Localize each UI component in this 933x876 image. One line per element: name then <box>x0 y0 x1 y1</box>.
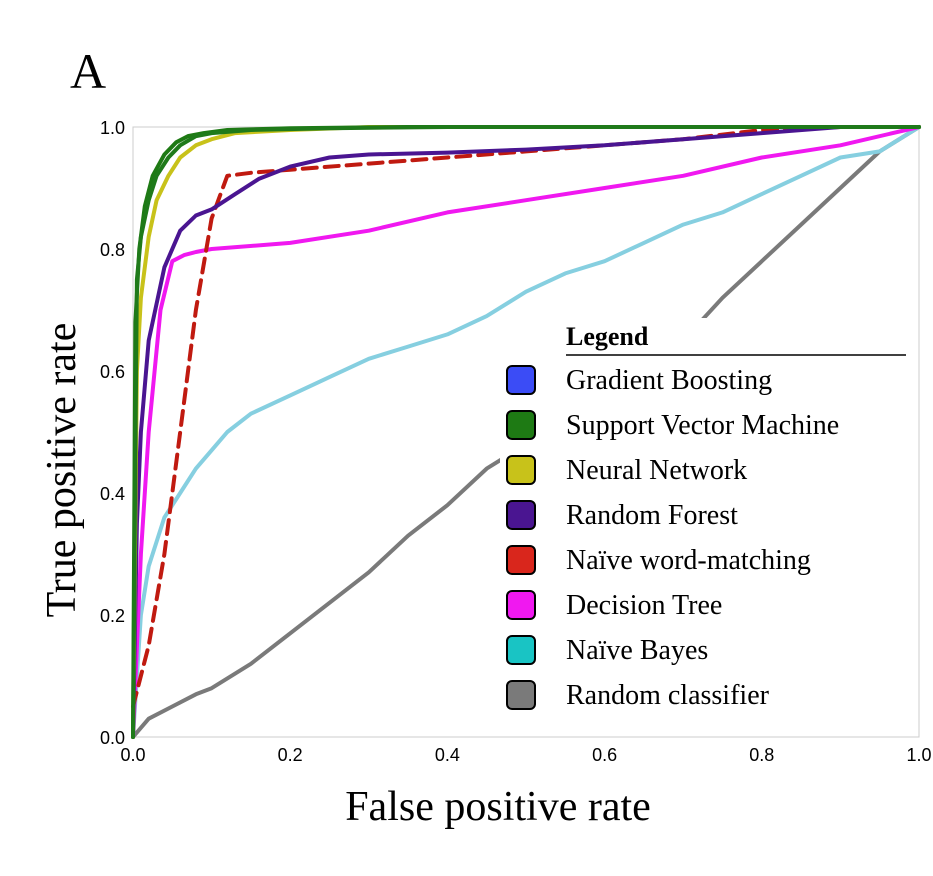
legend-swatch <box>506 500 536 530</box>
legend-label: Naïve word-matching <box>566 545 811 576</box>
y-tick-label: 0.4 <box>100 484 125 504</box>
legend-label: Random classifier <box>566 680 770 711</box>
series-lines-layer <box>131 125 921 739</box>
legend-label: Random Forest <box>566 500 738 531</box>
legend-swatch <box>506 365 536 395</box>
legend-items: Gradient Boosting Support Vector Machine N… <box>506 365 839 711</box>
axis-ticks-layer: 0.0 0.2 0.4 0.6 0.8 1.0 0.0 0.2 0.4 0.6 0.8 1.0 <box>100 118 932 765</box>
x-tick-label: 0.0 <box>120 745 145 765</box>
series-line-0 <box>131 125 921 739</box>
x-tick-label: 0.2 <box>278 745 303 765</box>
y-tick-label: 0.0 <box>100 728 125 748</box>
y-axis-label: True positive rate <box>39 323 85 618</box>
series-line-5 <box>131 125 921 739</box>
legend-label: Decision Tree <box>566 590 722 621</box>
legend-swatch <box>506 590 536 620</box>
x-tick-label: 0.4 <box>435 745 460 765</box>
x-tick-label: 0.8 <box>749 745 774 765</box>
y-tick-label: 0.2 <box>100 606 125 626</box>
series-line-3 <box>131 125 921 739</box>
legend-label: Naïve Bayes <box>566 635 708 666</box>
series-line-7 <box>131 125 921 739</box>
x-tick-label: 1.0 <box>906 745 931 765</box>
x-axis-label: False positive rate <box>345 784 651 830</box>
y-tick-label: 1.0 <box>100 118 125 138</box>
x-tick-label: 0.6 <box>592 745 617 765</box>
panel-label: A <box>70 43 106 99</box>
legend-swatch <box>506 455 536 485</box>
legend-label: Gradient Boosting <box>566 365 772 396</box>
legend-title: Legend <box>566 322 649 351</box>
legend-background <box>500 318 909 716</box>
legend-swatch <box>506 680 536 710</box>
series-line-6 <box>131 125 921 739</box>
legend-swatch <box>506 410 536 440</box>
legend-label: Support Vector Machine <box>566 410 839 441</box>
y-tick-label: 0.8 <box>100 240 125 260</box>
legend: Legend Gradient Boosting Support Vector M… <box>500 318 909 716</box>
legend-swatch <box>506 545 536 575</box>
legend-label: Neural Network <box>566 455 747 486</box>
y-tick-label: 0.6 <box>100 362 125 382</box>
legend-swatch <box>506 635 536 665</box>
